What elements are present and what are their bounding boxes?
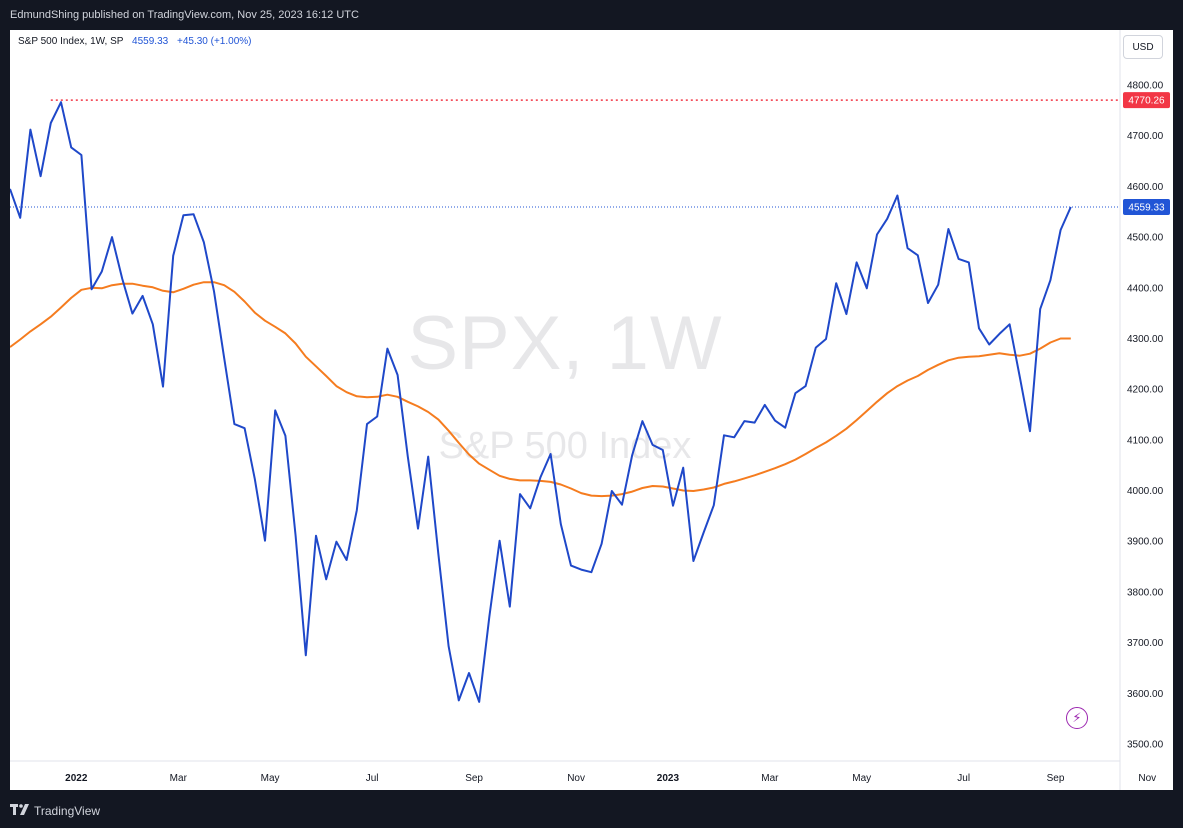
x-tick-label: Sep [465,773,483,784]
tradingview-brand: TradingView [34,804,101,818]
y-tick-label: 3900.00 [1127,537,1164,548]
y-tick-label: 4000.00 [1127,486,1164,497]
flash-icon[interactable]: ⚡ [1066,707,1088,729]
y-tick-label: 3800.00 [1127,587,1164,598]
price-chart[interactable]: 3500.00 3600.00 3700.00 3800.00 3900.00 4000.… [10,30,1173,790]
last-price-label: 4559.33 [1128,203,1165,214]
y-tick-label: 4500.00 [1127,233,1164,244]
chart-panel[interactable]: SPX, 1W S&P 500 Index 3500.00 3600.00 3700… [10,30,1173,790]
ath-price-label: 4770.26 [1128,96,1165,107]
y-tick-label: 4800.00 [1127,81,1164,92]
y-tick-label: 4600.00 [1127,182,1164,193]
x-tick-label: Jul [366,773,379,784]
legend-change: +45.30 (+1.00%) [176,36,252,47]
publisher-bar: EdmundShing published on TradingView.com… [0,0,1183,30]
x-tick-label: 2022 [65,773,88,784]
x-tick-label: Sep [1047,773,1065,784]
y-tick-label: 4700.00 [1127,131,1164,142]
y-tick-label: 3600.00 [1127,689,1164,700]
publisher-text: EdmundShing published on TradingView.com… [10,9,359,21]
x-tick-label: Mar [170,773,188,784]
x-tick-label: Nov [1138,773,1156,784]
x-tick-label: May [852,773,871,784]
x-tick-label: Nov [567,773,585,784]
y-tick-label: 3700.00 [1127,638,1164,649]
y-tick-label: 4300.00 [1127,334,1164,345]
currency-button[interactable]: USD [1123,35,1163,59]
x-tick-label: May [261,773,280,784]
legend-symbol: S&P 500 Index, 1W, SP [18,36,124,47]
moving-average-line [10,281,1071,498]
price-line [10,101,1072,703]
watermark-description: S&P 500 Index [438,425,692,467]
y-tick-label: 4200.00 [1127,385,1164,396]
x-tick-label: Jul [957,773,970,784]
legend-last-price: 4559.33 [132,36,169,47]
footer-bar: TradingView [0,790,1183,828]
x-tick-label: Mar [761,773,779,784]
y-tick-label: 3500.00 [1127,740,1164,751]
last-price-tag [1123,199,1170,216]
symbol-legend: S&P 500 Index, 1W, SP 4559.33 +45.30 (+1… [18,36,251,47]
y-tick-label: 4100.00 [1127,435,1164,446]
watermark-symbol: SPX, 1W [407,301,723,386]
y-tick-label: 4400.00 [1127,283,1164,294]
ath-price-tag [1123,92,1170,109]
x-tick-label: 2023 [657,773,680,784]
tradingview-logo-icon [10,804,29,815]
